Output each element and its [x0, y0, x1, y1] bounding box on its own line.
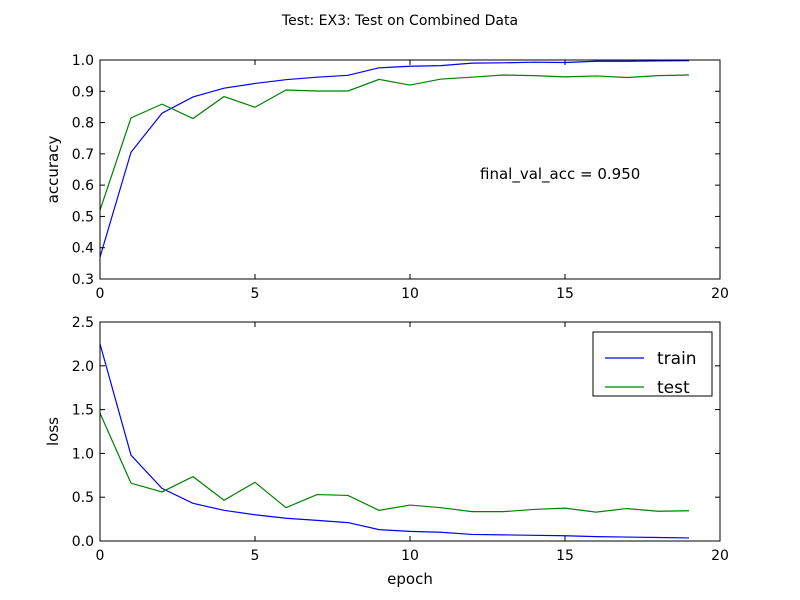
loss-x-tick-label: 15: [556, 548, 574, 564]
loss-y-tick-label: 0.5: [72, 490, 94, 506]
loss-y-axis-label: loss: [44, 417, 62, 446]
accuracy-train-line: [99, 60, 690, 258]
accuracy-x-tick-label: 10: [401, 286, 419, 302]
accuracy-y-tick-label: 0.8: [72, 116, 94, 132]
accuracy-x-tick-label: 20: [711, 286, 729, 302]
accuracy-y-tick-label: 0.4: [72, 241, 94, 257]
loss-y-tick-label: 2.0: [72, 359, 94, 375]
loss-y-tick-label: 0.0: [72, 534, 94, 550]
accuracy-subplot: 0 5 10 15 20 0.3 0.4 0.5 0.6 0.7 0.8 0.9 1.0 accuracy…: [44, 53, 729, 302]
loss-subplot: 0 5 10 15 20 0.0 0.5 1.0 1.5 2.0 2.5 loss train test: [44, 315, 729, 564]
accuracy-y-tick-label: 0.3: [72, 272, 94, 288]
loss-x-tick-label: 20: [711, 548, 729, 564]
legend: train test: [592, 331, 713, 398]
accuracy-test-line: [99, 74, 690, 211]
accuracy-y-axis-label: accuracy: [44, 136, 62, 204]
loss-test-line: [99, 412, 690, 513]
loss-y-tick-label: 1.0: [72, 446, 94, 462]
accuracy-y-tick-label: 0.7: [72, 147, 94, 163]
legend-test-label: test: [657, 378, 690, 398]
x-axis-label: epoch: [387, 570, 433, 588]
legend-train-label: train: [657, 349, 697, 369]
loss-x-tick-label: 10: [401, 548, 419, 564]
accuracy-x-tick-label: 15: [556, 286, 574, 302]
accuracy-x-tick-label: 5: [251, 286, 260, 302]
accuracy-y-tick-label: 0.6: [72, 178, 94, 194]
loss-train-line: [99, 343, 690, 539]
loss-x-tick-label: 0: [96, 548, 105, 564]
accuracy-x-tick-label: 0: [96, 286, 105, 302]
figure-title: Test: EX3: Test on Combined Data: [281, 13, 518, 29]
accuracy-y-tick-label: 0.9: [72, 84, 94, 100]
accuracy-y-tick-label: 1.0: [72, 53, 94, 69]
loss-y-tick-label: 2.5: [72, 315, 94, 331]
loss-y-tick-label: 1.5: [72, 403, 94, 419]
accuracy-y-tick-label: 0.5: [72, 209, 94, 225]
loss-x-tick-label: 5: [251, 548, 260, 564]
legend-box: [592, 331, 713, 397]
final-val-acc-annotation: final_val_acc = 0.950: [480, 165, 640, 184]
